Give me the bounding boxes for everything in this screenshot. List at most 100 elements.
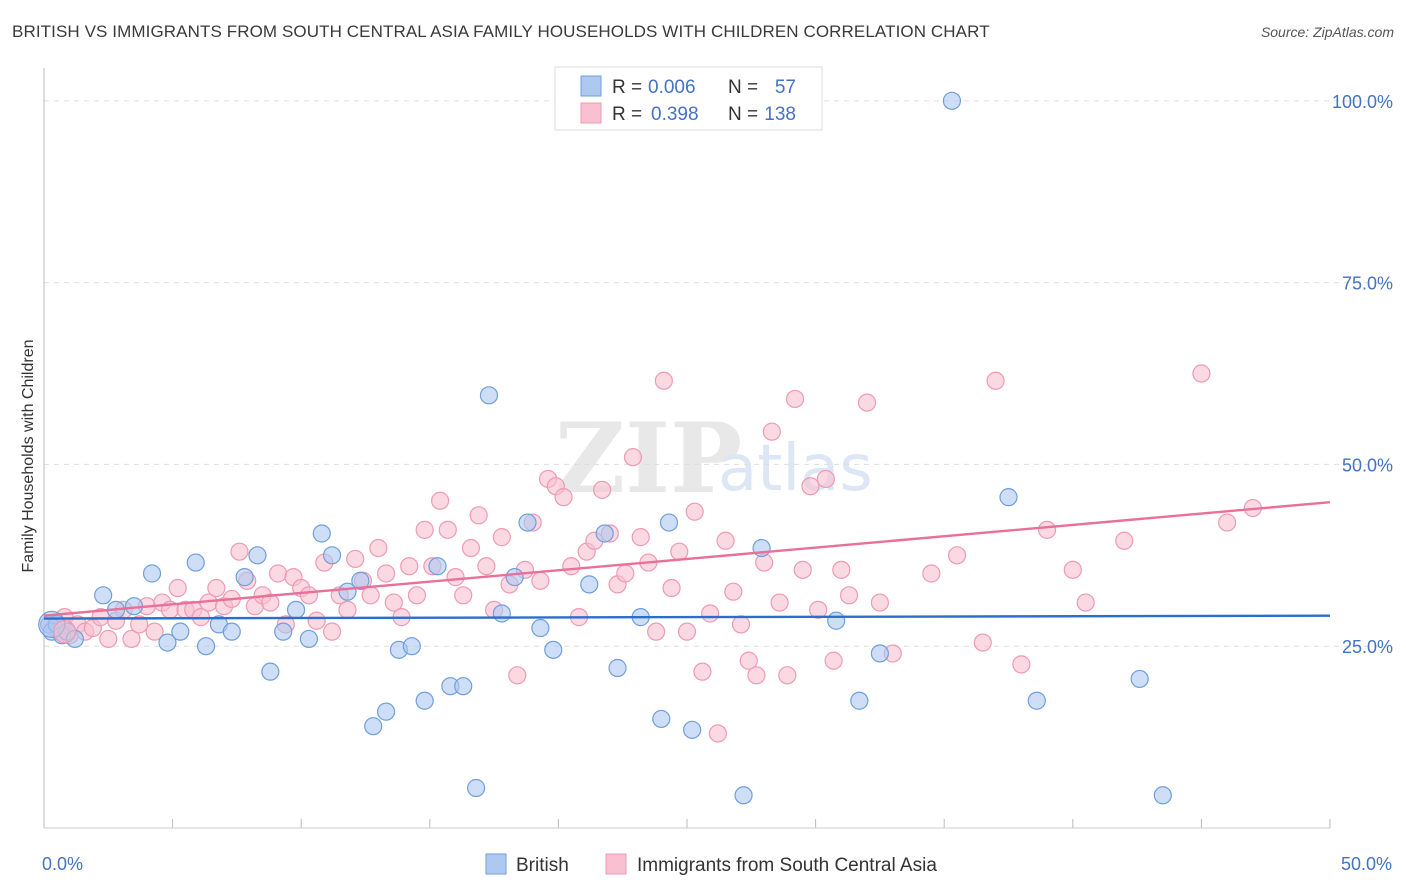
british-point: [1130, 669, 1149, 689]
british-trend-line: [43, 614, 1331, 620]
immigrants-point: [407, 586, 427, 605]
immigrants-point: [724, 582, 743, 601]
immigrants-point: [747, 666, 766, 685]
immigrants-point: [415, 520, 434, 539]
immigrants-point: [438, 520, 457, 539]
immigrants-point: [824, 651, 843, 670]
immigrants-point: [461, 538, 481, 558]
immigrants-point: [816, 469, 835, 489]
immigrants-point: [770, 593, 789, 612]
immigrants-point: [922, 564, 941, 583]
series-legend-label-british: British: [516, 855, 569, 876]
british-point: [402, 637, 421, 656]
british-point: [261, 662, 280, 681]
immigrants-point: [130, 615, 149, 634]
immigrants-point: [870, 593, 890, 612]
british-point: [942, 91, 962, 110]
british-point: [299, 629, 319, 649]
immigrants-point: [454, 586, 473, 605]
y-tick-label: 50.0%: [1342, 455, 1393, 475]
immigrants-point: [654, 371, 673, 390]
immigrants-point: [785, 389, 805, 409]
y-tick-label: 75.0%: [1342, 274, 1393, 294]
watermark-atlas: atlas: [718, 432, 873, 506]
immigrants-point: [693, 662, 712, 681]
british-point: [652, 709, 671, 729]
immigrants-point: [716, 531, 735, 550]
x-tick-label-min: 0.0%: [42, 854, 83, 874]
british-point: [1153, 786, 1172, 805]
british-point: [518, 513, 537, 532]
british-point: [999, 488, 1018, 507]
immigrants-point: [670, 542, 689, 561]
immigrants-point: [384, 593, 403, 612]
legend-swatch-british: [580, 75, 602, 97]
immigrants-point: [322, 622, 342, 641]
immigrants-point: [531, 571, 550, 590]
british-point: [196, 637, 216, 656]
watermark-zip: ZIP: [555, 402, 742, 515]
immigrants-point: [261, 593, 280, 612]
series-legend: British Immigrants from South Central As…: [485, 853, 937, 876]
immigrants-point: [477, 557, 496, 576]
immigrants-point: [299, 586, 319, 605]
immigrants-point: [307, 611, 326, 630]
immigrants-point: [145, 622, 164, 641]
legend-n-label-british: N =: [728, 77, 758, 98]
y-tick-labels: 25.0% 50.0% 75.0% 100.0%: [1332, 92, 1393, 657]
immigrants-point: [1063, 560, 1082, 579]
immigrants-point: [1218, 513, 1237, 532]
immigrants-point: [708, 724, 727, 743]
immigrants-point: [338, 600, 357, 619]
british-point: [531, 618, 550, 638]
legend-n-value-british: 57: [775, 77, 796, 98]
british-point: [158, 633, 177, 652]
immigrants-cluster-point: [52, 620, 77, 644]
british-point: [492, 604, 511, 623]
british-point: [322, 546, 342, 565]
british-point: [659, 513, 679, 532]
y-tick-label: 100.0%: [1332, 92, 1393, 112]
british-point: [364, 717, 383, 736]
immigrants-point: [361, 586, 380, 605]
immigrants-point: [268, 564, 288, 583]
stats-legend: R = 0.006 N = 57 R = 0.398 N = 138: [554, 66, 823, 131]
legend-r-label-british: R =: [612, 77, 642, 98]
grid-layer: [43, 100, 1393, 828]
axis-layer: [43, 68, 1330, 829]
british-point: [827, 611, 846, 630]
immigrants-point: [973, 633, 992, 652]
immigrants-point: [593, 480, 612, 499]
immigrants-point: [616, 564, 635, 583]
immigrants-point: [430, 491, 450, 510]
british-point: [235, 568, 254, 587]
british-point: [186, 553, 205, 572]
british-point: [274, 622, 293, 641]
immigrants-point: [346, 549, 365, 569]
british-point: [286, 600, 306, 619]
immigrants-point: [230, 542, 249, 561]
trend-layer: [43, 501, 1331, 620]
immigrants-point: [857, 393, 877, 412]
immigrants-point: [554, 488, 573, 507]
immigrants-point: [207, 578, 226, 598]
british-point: [595, 524, 614, 543]
british-point: [479, 386, 499, 405]
immigrants-point: [662, 578, 681, 598]
immigrants-point: [469, 506, 488, 525]
immigrants-point: [809, 600, 828, 619]
immigrants-point: [986, 371, 1005, 390]
chart-source: Source: ZipAtlas.com: [1260, 24, 1394, 40]
immigrants-point: [623, 448, 643, 467]
legend-swatch-immigrants: [580, 102, 602, 124]
legend-n-value-immigrants: 138: [764, 104, 796, 125]
british-point: [222, 622, 241, 641]
immigrants-point: [832, 560, 851, 579]
british-point: [850, 691, 869, 710]
british-point: [376, 702, 396, 721]
british-point: [428, 557, 447, 576]
immigrants-point: [701, 604, 720, 623]
british-point: [142, 564, 162, 583]
immigrants-point: [801, 477, 820, 496]
british-point: [415, 691, 434, 710]
